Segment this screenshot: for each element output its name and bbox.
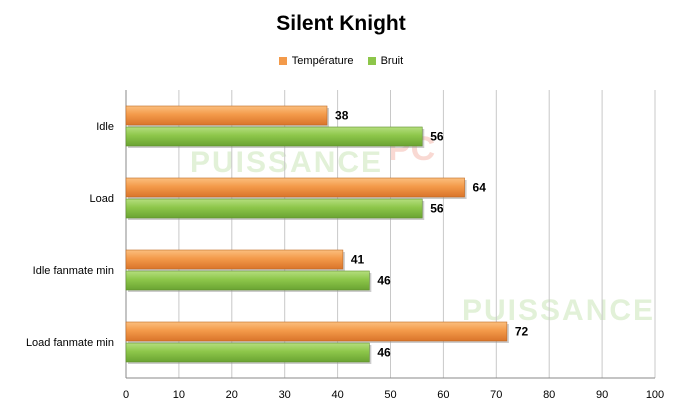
bar-bruit [125, 270, 370, 291]
category-label: Load fanmate min [26, 337, 114, 349]
bar-temperature [125, 177, 465, 198]
legend-swatch-bruit [367, 57, 376, 65]
legend-label-temperature: Température [291, 55, 354, 67]
x-tick-label: 100 [646, 389, 664, 401]
data-label: 64 [473, 181, 487, 195]
data-label: 56 [430, 130, 444, 144]
x-tick-label: 40 [331, 389, 343, 401]
x-tick-label: 50 [384, 389, 396, 401]
legend-item-bruit: Bruit [367, 55, 404, 67]
category-label: Idle [96, 121, 114, 133]
x-tick-label: 20 [226, 389, 238, 401]
data-label: 46 [377, 274, 391, 288]
data-label: 72 [515, 325, 529, 339]
category-label: Load [90, 193, 114, 205]
data-label: 38 [335, 109, 349, 123]
watermark-text: PUISSANCE [462, 294, 655, 327]
x-tick-label: 10 [173, 389, 185, 401]
data-label: 46 [377, 346, 391, 360]
watermark-text: PUISSANCE [190, 146, 383, 179]
x-tick-label: 60 [437, 389, 449, 401]
x-tick-label: 90 [596, 389, 608, 401]
x-tick-label: 30 [279, 389, 291, 401]
legend-swatch-temperature [278, 57, 287, 65]
legend-item-temperature: Température [278, 55, 354, 67]
x-tick-label: 0 [123, 389, 129, 401]
legend-label-bruit: Bruit [380, 55, 404, 67]
x-tick-label: 80 [543, 389, 555, 401]
data-label: 41 [351, 253, 365, 267]
category-label: Idle fanmate min [33, 265, 114, 277]
chart-title: Silent Knight [276, 12, 406, 35]
bar-bruit [125, 126, 423, 147]
bar-bruit [125, 342, 370, 363]
bar-bruit [125, 198, 423, 219]
x-tick-label: 70 [490, 389, 502, 401]
data-label: 56 [430, 202, 444, 216]
bar-temperature [125, 321, 508, 342]
legend: Température Bruit [0, 55, 682, 67]
bar-temperature [125, 249, 344, 270]
bar-temperature [125, 105, 328, 126]
